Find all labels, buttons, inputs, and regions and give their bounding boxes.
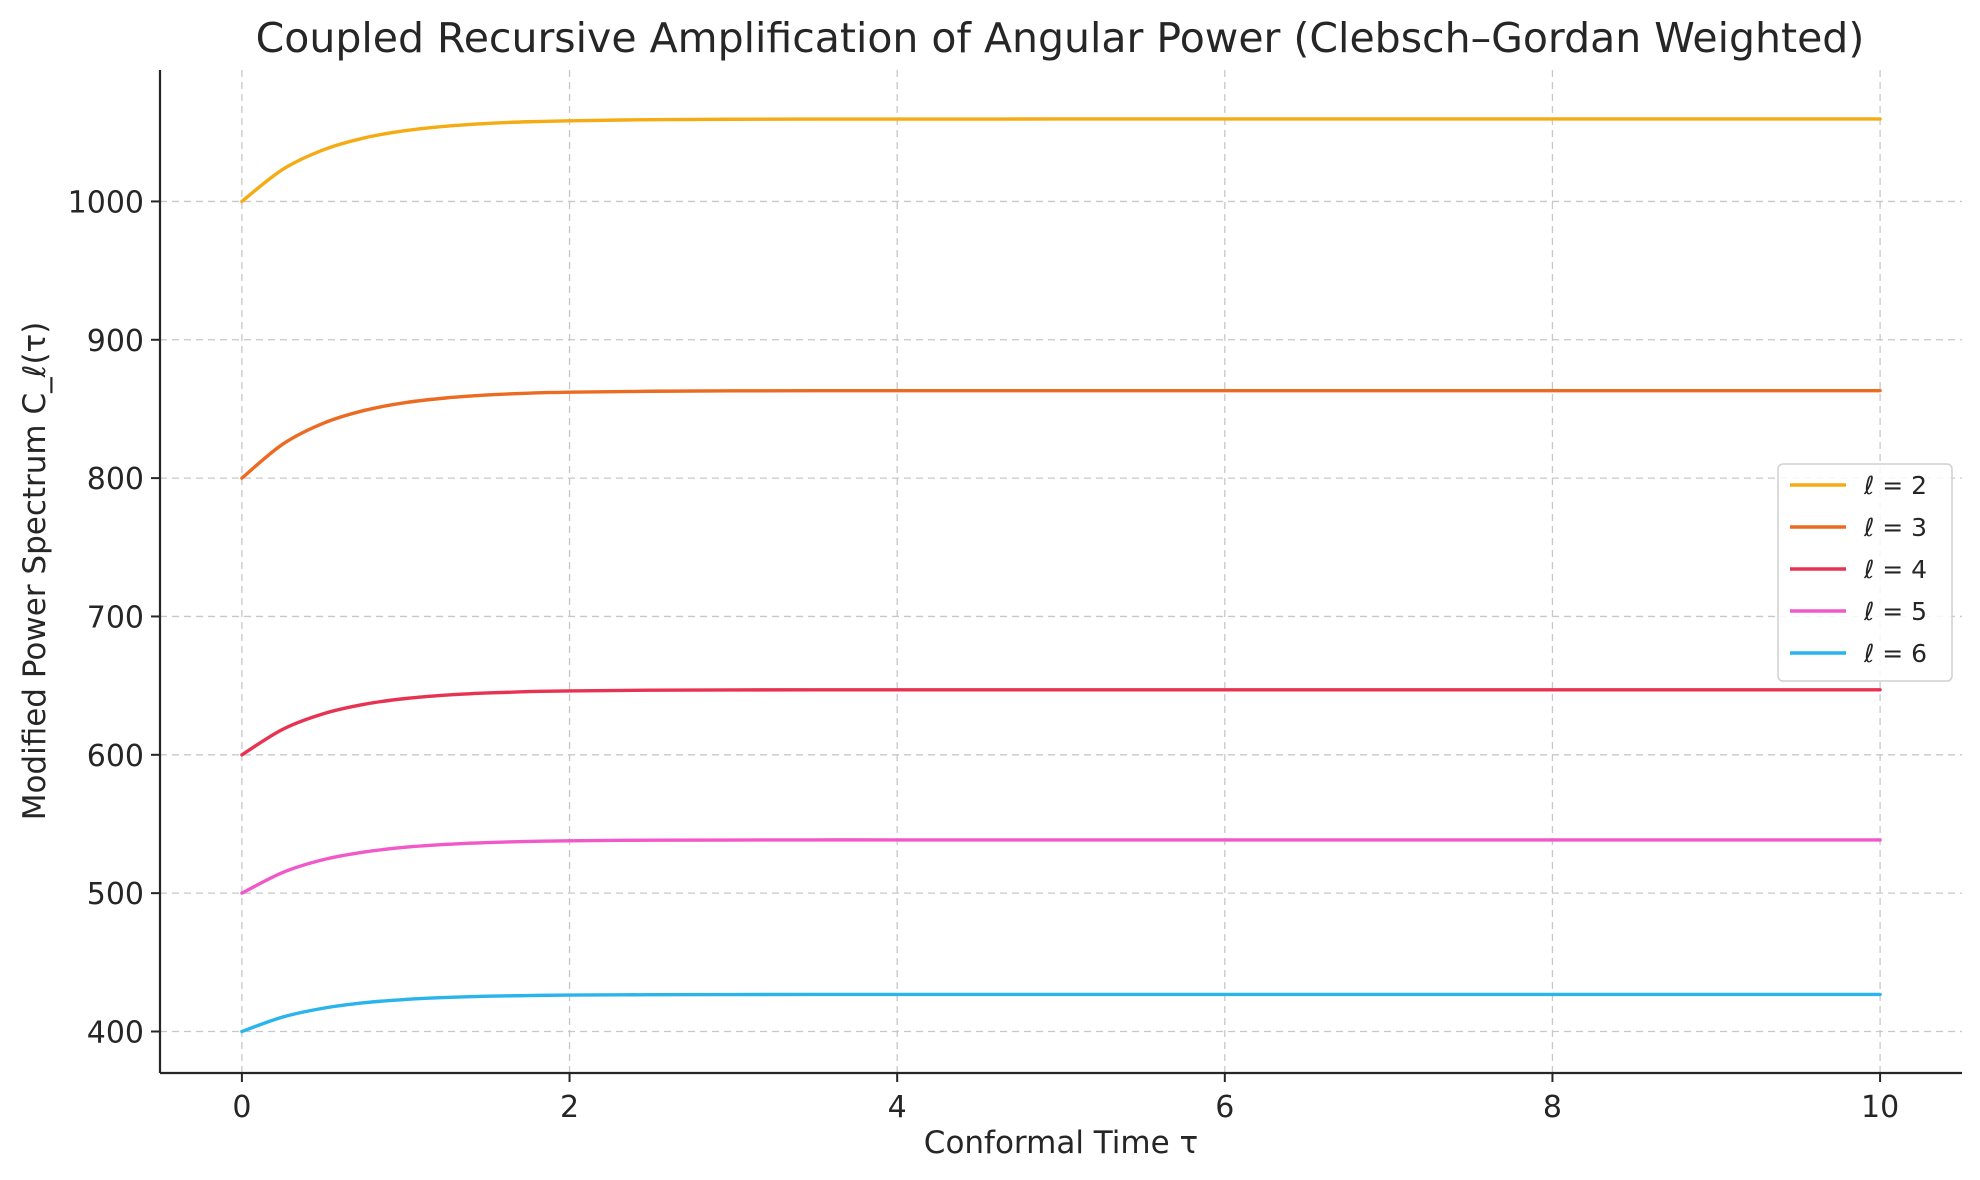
grid-layer xyxy=(160,70,1962,1073)
series-line-l3 xyxy=(240,388,1882,480)
y-tick-label: 400 xyxy=(87,1015,144,1050)
y-tick-label: 700 xyxy=(87,600,144,635)
series-layer xyxy=(240,117,1882,1034)
y-tick-label: 1000 xyxy=(68,185,144,220)
legend-label: ℓ = 6 xyxy=(1863,639,1927,668)
x-tick-label: 2 xyxy=(560,1090,579,1125)
legend-label: ℓ = 5 xyxy=(1863,597,1927,626)
x-tick-label: 4 xyxy=(888,1090,907,1125)
y-tick-label: 900 xyxy=(87,324,144,359)
ticks-layer: 0 2 4 6 8 10 400 500 600 700 800 900 1000 xyxy=(68,185,1900,1125)
y-tick-label: 800 xyxy=(87,462,144,497)
legend-frame xyxy=(1777,463,1953,682)
series-line-l2 xyxy=(240,117,1882,204)
y-tick-label: 600 xyxy=(87,739,144,774)
x-tick-label: 6 xyxy=(1215,1090,1234,1125)
chart-title: Coupled Recursive Amplification of Angul… xyxy=(256,14,1865,62)
y-tick-label: 500 xyxy=(87,877,144,912)
x-axis-label: Conformal Time τ xyxy=(924,1125,1198,1161)
series-line-l6 xyxy=(240,992,1882,1034)
x-tick-label: 0 xyxy=(232,1090,251,1125)
series-line-l5 xyxy=(240,838,1882,895)
series-line-l4 xyxy=(240,688,1882,757)
legend-label: ℓ = 2 xyxy=(1863,471,1927,500)
y-axis-label: Modified Power Spectrum C_ℓ(τ) xyxy=(17,322,53,821)
legend: ℓ = 2 ℓ = 3 ℓ = 4 ℓ = 5 ℓ = 6 xyxy=(1777,463,1953,682)
x-tick-label: 8 xyxy=(1543,1090,1562,1125)
x-tick-label: 10 xyxy=(1861,1090,1899,1125)
legend-label: ℓ = 3 xyxy=(1863,513,1927,542)
legend-label: ℓ = 4 xyxy=(1863,555,1927,584)
axes-layer xyxy=(158,70,1962,1075)
